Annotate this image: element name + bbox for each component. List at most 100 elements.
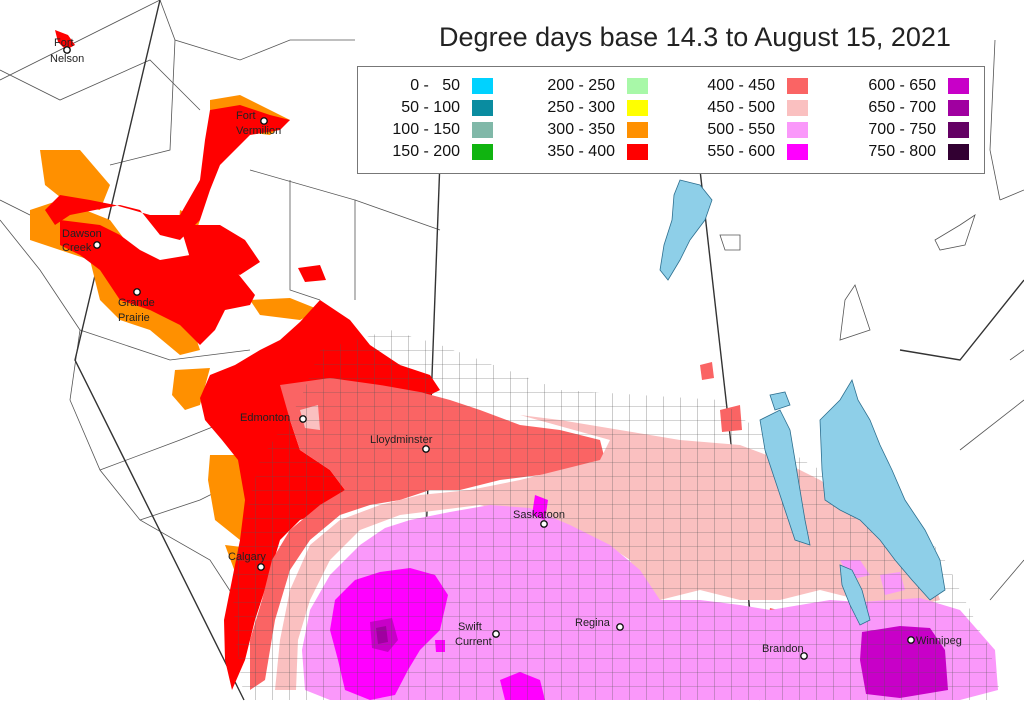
legend-swatch [472, 144, 493, 160]
cedar-lake [769, 391, 791, 411]
legend-item: 350 - 400 [521, 142, 651, 162]
lake-athabasca [659, 179, 713, 281]
city-saskatoon-marker [540, 520, 548, 528]
city-dawson-creek-marker [93, 241, 101, 249]
city-brandon-marker [800, 652, 808, 660]
legend-swatch [627, 100, 648, 116]
legend-item: 550 - 600 [681, 142, 811, 162]
city-fort-vermilion-label-2: Vermilion [236, 125, 281, 137]
legend-swatch [472, 78, 493, 94]
legend-range-label: 650 - 700 [868, 99, 936, 116]
lake-winnipegosis [759, 409, 811, 546]
legend-item: 500 - 550 [681, 120, 811, 140]
city-fort-nelson-label-2: Nelson [50, 53, 84, 65]
legend-range-label: 550 - 600 [707, 143, 775, 160]
legend-range-label: 250 - 300 [547, 99, 615, 116]
legend-swatch [472, 100, 493, 116]
city-edmonton-label: Edmonton [240, 412, 290, 424]
city-edmonton: Edmonton [240, 412, 307, 424]
city-swift-current-label-2: Current [455, 636, 492, 648]
city-regina-marker [616, 623, 624, 631]
legend-item: 700 - 750 [842, 120, 972, 140]
city-lloydminster: Lloydminster [370, 434, 433, 453]
city-regina-label: Regina [575, 617, 611, 629]
city-swift-current: Swift Current [455, 621, 500, 648]
city-saskatoon: Saskatoon [513, 509, 565, 528]
city-winnipeg-marker [907, 636, 915, 644]
legend-item: 400 - 450 [681, 76, 811, 96]
city-regina: Regina [575, 617, 624, 631]
legend-swatch [787, 100, 808, 116]
city-fort-vermilion-label-1: Fort [236, 110, 256, 122]
legend-swatch [627, 122, 648, 138]
city-fort-nelson-label-1: Fort [54, 37, 74, 49]
legend-range-label: 600 - 650 [868, 77, 936, 94]
legend-item: 50 - 100 [366, 98, 496, 118]
lake-manitoba [839, 564, 871, 626]
legend-item: 100 - 150 [366, 120, 496, 140]
legend-item: 200 - 250 [521, 76, 651, 96]
legend-range-label: 300 - 350 [547, 121, 615, 138]
city-edmonton-marker [299, 415, 307, 423]
map-title: Degree days base 14.3 to August 15, 2021 [439, 22, 951, 52]
legend-swatch [948, 100, 969, 116]
legend-range-label: 700 - 750 [868, 121, 936, 138]
city-winnipeg-label: Winnipeg [916, 635, 962, 647]
city-swift-current-label-1: Swift [458, 621, 482, 633]
city-grande-prairie-label-2: Prairie [118, 312, 150, 324]
legend-item: 0 - 50 [366, 76, 496, 96]
legend-swatch [627, 144, 648, 160]
city-grande-prairie: Grande Prairie [118, 288, 155, 324]
city-dawson-creek: Dawson Creek [62, 228, 102, 254]
legend-swatch [472, 122, 493, 138]
legend-swatch [948, 144, 969, 160]
city-lloydminster-marker [422, 445, 430, 453]
legend-range-label: 50 - 100 [401, 99, 460, 116]
legend-range-label: 150 - 200 [392, 143, 460, 160]
city-calgary: Calgary [228, 551, 266, 571]
legend-swatch [948, 78, 969, 94]
legend-item: 450 - 500 [681, 98, 811, 118]
city-calgary-marker [257, 563, 265, 571]
legend-range-label: 450 - 500 [707, 99, 775, 116]
city-lloydminster-label: Lloydminster [370, 434, 433, 446]
city-fort-vermilion: Fort Vermilion [236, 110, 281, 137]
city-fort-vermilion-marker [260, 117, 268, 125]
city-dawson-creek-label-2: Creek [62, 242, 92, 254]
legend-range-label: 750 - 800 [868, 143, 936, 160]
legend-swatch [787, 78, 808, 94]
legend-swatch [948, 122, 969, 138]
legend-item: 650 - 700 [842, 98, 972, 118]
city-markers: Fort Nelson Fort Vermilion Dawson Creek … [50, 37, 962, 660]
legend-range-label: 350 - 400 [547, 143, 615, 160]
city-grande-prairie-marker [133, 288, 141, 296]
city-winnipeg: Winnipeg [907, 635, 962, 647]
legend-item: 750 - 800 [842, 142, 972, 162]
legend-item: 600 - 650 [842, 76, 972, 96]
legend: 0 - 50 50 - 100 100 - 150 150 - 200 200 - 25… [357, 66, 985, 174]
boundary-lines [0, 0, 1024, 601]
lakes [659, 179, 946, 626]
city-fort-nelson-marker [63, 46, 71, 54]
city-brandon-label: Brandon [762, 643, 804, 655]
legend-swatch [787, 122, 808, 138]
city-dawson-creek-label-1: Dawson [62, 228, 102, 240]
legend-item: 300 - 350 [521, 120, 651, 140]
legend-range-label: 400 - 450 [707, 77, 775, 94]
legend-swatch [787, 144, 808, 160]
lake-winnipeg [819, 379, 946, 601]
city-saskatoon-label: Saskatoon [513, 509, 565, 521]
legend-swatch [627, 78, 648, 94]
legend-range-label: 200 - 250 [547, 77, 615, 94]
legend-range-label: 100 - 150 [392, 121, 460, 138]
legend-item: 150 - 200 [366, 142, 496, 162]
legend-item: 250 - 300 [521, 98, 651, 118]
city-grande-prairie-label-1: Grande [118, 297, 155, 309]
city-fort-nelson: Fort Nelson [50, 37, 84, 65]
city-swift-current-marker [492, 630, 500, 638]
city-brandon: Brandon [762, 643, 808, 660]
legend-range-label: 0 - 50 [410, 77, 460, 94]
city-calgary-label: Calgary [228, 551, 266, 563]
